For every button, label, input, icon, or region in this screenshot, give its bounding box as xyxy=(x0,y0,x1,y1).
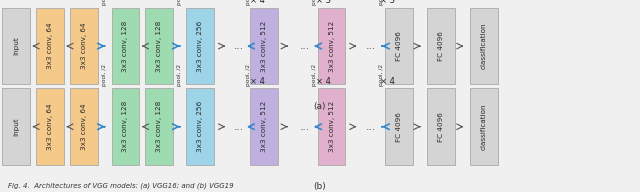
Text: × 4: × 4 xyxy=(250,0,266,5)
Text: ...: ... xyxy=(365,41,376,51)
Text: FC 4096: FC 4096 xyxy=(396,112,403,142)
Text: pool, /2: pool, /2 xyxy=(246,0,252,5)
Text: ...: ... xyxy=(365,122,376,132)
Text: 3x3 conv, 64: 3x3 conv, 64 xyxy=(47,103,53,150)
Text: 3x3 conv, 128: 3x3 conv, 128 xyxy=(156,21,163,72)
FancyBboxPatch shape xyxy=(470,8,498,84)
Text: (b): (b) xyxy=(314,182,326,191)
Text: 3x3 conv, 64: 3x3 conv, 64 xyxy=(81,23,87,69)
Text: FC 4096: FC 4096 xyxy=(438,31,444,61)
Text: 3x3 conv, 64: 3x3 conv, 64 xyxy=(81,103,87,150)
FancyBboxPatch shape xyxy=(385,8,413,84)
FancyBboxPatch shape xyxy=(2,88,30,165)
Text: pool, /2: pool, /2 xyxy=(312,0,317,5)
Text: ...: ... xyxy=(234,122,244,132)
FancyBboxPatch shape xyxy=(317,88,346,165)
FancyBboxPatch shape xyxy=(145,88,173,165)
Text: 3x3 conv, 128: 3x3 conv, 128 xyxy=(156,101,163,152)
FancyBboxPatch shape xyxy=(111,88,140,165)
Text: FC 4096: FC 4096 xyxy=(396,31,403,61)
Text: Fig. 4.  Architectures of VGG models: (a) VGG16; and (b) VGG19: Fig. 4. Architectures of VGG models: (a)… xyxy=(8,182,234,189)
Text: Input: Input xyxy=(13,37,19,55)
FancyBboxPatch shape xyxy=(186,8,214,84)
FancyBboxPatch shape xyxy=(427,88,455,165)
Text: 3x3 conv, 512: 3x3 conv, 512 xyxy=(328,21,335,72)
Text: pool, /2: pool, /2 xyxy=(380,64,385,86)
FancyBboxPatch shape xyxy=(111,8,140,84)
FancyBboxPatch shape xyxy=(186,88,214,165)
Text: pool, /2: pool, /2 xyxy=(380,0,385,5)
FancyBboxPatch shape xyxy=(36,8,64,84)
Text: pool, /2: pool, /2 xyxy=(177,64,182,86)
Text: × 3: × 3 xyxy=(316,0,331,5)
Text: 3x3 conv, 128: 3x3 conv, 128 xyxy=(122,101,129,152)
Text: pool, /2: pool, /2 xyxy=(102,64,107,86)
FancyBboxPatch shape xyxy=(427,8,455,84)
FancyBboxPatch shape xyxy=(250,88,278,165)
FancyBboxPatch shape xyxy=(70,8,98,84)
FancyBboxPatch shape xyxy=(385,88,413,165)
Text: ...: ... xyxy=(300,122,310,132)
FancyBboxPatch shape xyxy=(70,88,98,165)
Text: Input: Input xyxy=(13,117,19,136)
Text: ...: ... xyxy=(234,41,244,51)
Text: pool, /2: pool, /2 xyxy=(102,0,107,5)
Text: FC 4096: FC 4096 xyxy=(438,112,444,142)
FancyBboxPatch shape xyxy=(470,88,498,165)
FancyBboxPatch shape xyxy=(2,8,30,84)
Text: × 3: × 3 xyxy=(380,0,396,5)
Text: classification: classification xyxy=(481,103,487,150)
FancyBboxPatch shape xyxy=(250,8,278,84)
Text: × 4: × 4 xyxy=(380,77,396,86)
Text: 3x3 conv, 256: 3x3 conv, 256 xyxy=(197,101,204,152)
Text: 3x3 conv, 256: 3x3 conv, 256 xyxy=(197,21,204,72)
Text: 3x3 conv, 128: 3x3 conv, 128 xyxy=(122,21,129,72)
Text: 3x3 conv, 64: 3x3 conv, 64 xyxy=(47,23,53,69)
Text: 3x3 conv, 512: 3x3 conv, 512 xyxy=(261,101,268,152)
FancyBboxPatch shape xyxy=(36,88,64,165)
Text: × 4: × 4 xyxy=(250,77,266,86)
Text: pool, /2: pool, /2 xyxy=(312,64,317,86)
Text: (a): (a) xyxy=(314,102,326,111)
Text: pool, /2: pool, /2 xyxy=(177,0,182,5)
FancyBboxPatch shape xyxy=(317,8,346,84)
Text: classification: classification xyxy=(481,23,487,69)
FancyBboxPatch shape xyxy=(145,8,173,84)
Text: pool, /2: pool, /2 xyxy=(246,64,252,86)
Text: 3x3 conv, 512: 3x3 conv, 512 xyxy=(328,101,335,152)
Text: × 4: × 4 xyxy=(316,77,331,86)
Text: 3x3 conv, 512: 3x3 conv, 512 xyxy=(261,21,268,72)
Text: ...: ... xyxy=(300,41,310,51)
